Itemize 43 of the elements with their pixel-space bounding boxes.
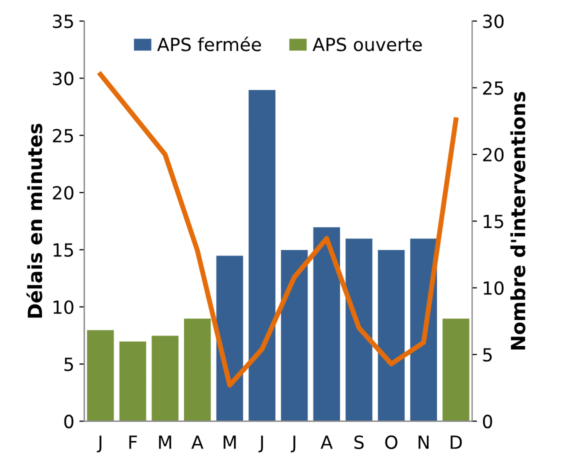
y2-tick-label: 10 [484, 281, 504, 295]
y-tick-label: 10 [54, 300, 74, 314]
bar [151, 335, 180, 422]
x-tick-label: N [418, 436, 429, 449]
y2-tick-label: 15 [484, 214, 504, 228]
x-tick-label: A [320, 436, 333, 449]
y-axis-title: Délais en minutes [26, 124, 42, 318]
legend-label: APS ouverte [312, 38, 422, 52]
x-tick-label: D [450, 436, 462, 449]
x-tick-label: A [191, 436, 204, 449]
y-tick-label: 20 [52, 186, 74, 200]
y-tick-label: 25 [52, 128, 73, 142]
x-tick-label: M [159, 436, 172, 449]
x-tick-label: F [129, 436, 137, 449]
y-tick-label: 15 [54, 243, 73, 257]
line-series [98, 72, 458, 388]
bar [216, 255, 244, 422]
bar [280, 249, 308, 422]
x-tick-label: J [96, 436, 102, 452]
bar [377, 249, 406, 422]
bar [312, 226, 341, 422]
y-tick-label: 0 [64, 414, 74, 428]
y-tick-label: 30 [52, 72, 74, 86]
bar [248, 89, 276, 422]
bar [183, 318, 212, 422]
bar [118, 340, 147, 422]
y-tick-label: 5 [64, 358, 73, 372]
y2-tick-label: 0 [482, 414, 492, 428]
y2-tick-label: 5 [483, 348, 492, 362]
x-tick-label: M [224, 436, 236, 449]
y-tick-label: 35 [52, 14, 73, 28]
x-tick-label: J [258, 436, 263, 452]
x-tick-label: S [354, 435, 364, 450]
bar [86, 329, 115, 422]
y2-tick-label: 20 [483, 148, 504, 162]
legend-label: APS fermée [157, 36, 261, 52]
y2-axis-title: Nombre d'interventions [510, 92, 526, 350]
bar [344, 238, 374, 422]
bar [442, 318, 470, 422]
x-tick-label: J [290, 436, 296, 452]
x-tick-label: O [385, 435, 398, 450]
y2-tick-label: 30 [483, 14, 504, 28]
y2-tick-label: 25 [483, 81, 504, 95]
